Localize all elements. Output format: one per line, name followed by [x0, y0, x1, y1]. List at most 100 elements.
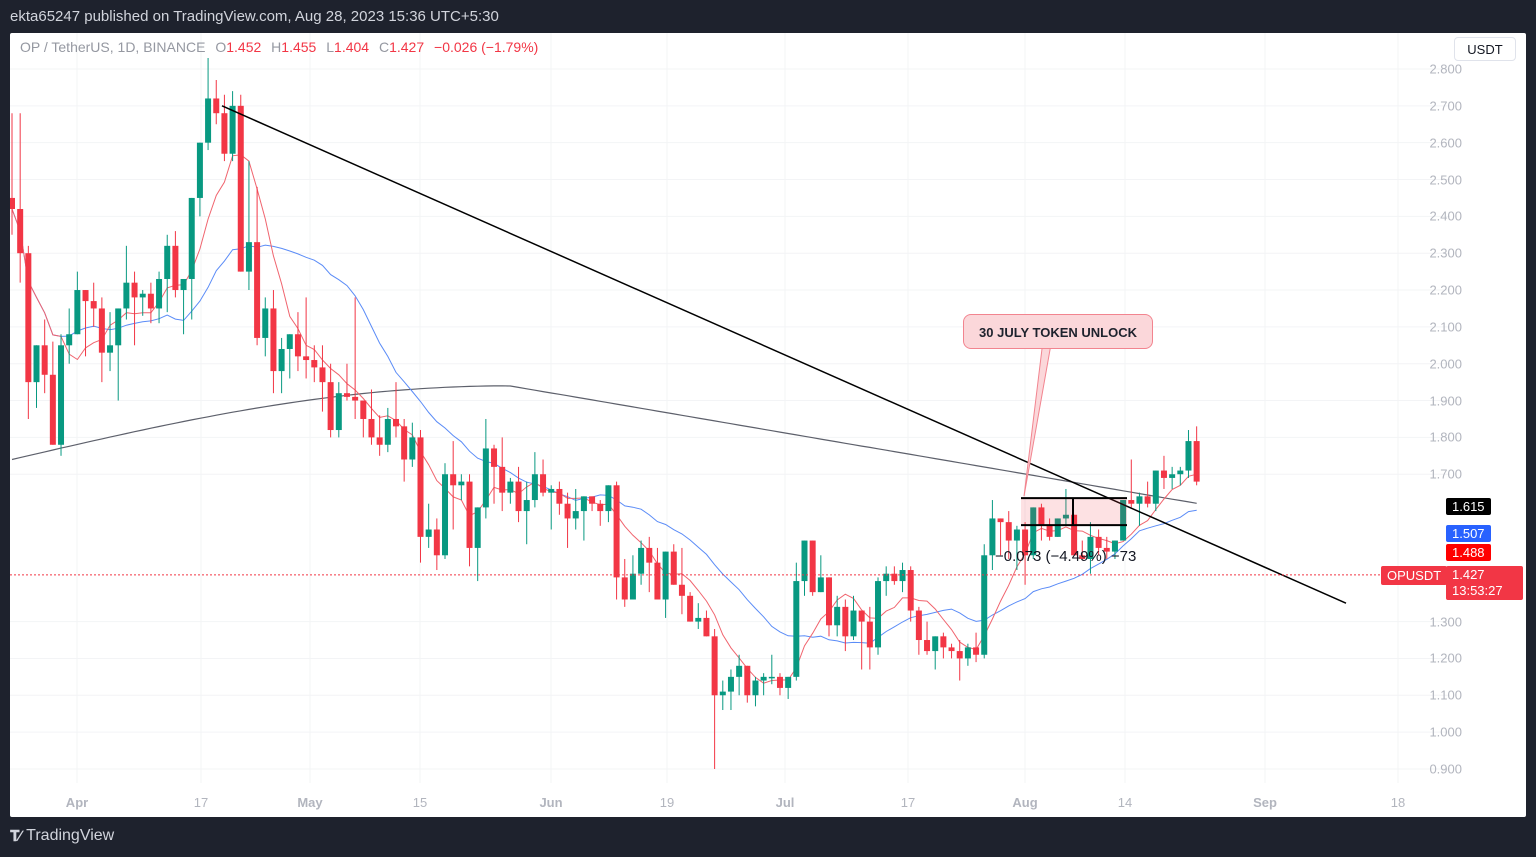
candle-body: [1144, 496, 1151, 504]
candle-body: [883, 573, 890, 582]
time-tick: Jun: [539, 795, 563, 810]
candle-body: [564, 503, 571, 519]
candle-body: [727, 676, 734, 692]
candle-body: [352, 396, 359, 401]
footer-brand[interactable]: 𝐓∕ TradingView: [10, 827, 114, 845]
candle-body: [1152, 470, 1159, 504]
candle-body: [319, 367, 326, 383]
price-tick: 2.800: [1429, 61, 1462, 77]
candlestick-chart[interactable]: [10, 33, 1526, 817]
ma-slow-line: [11, 385, 1197, 504]
candle-body: [670, 551, 677, 585]
candle-body: [907, 570, 914, 611]
currency-button[interactable]: USDT: [1454, 37, 1516, 61]
time-tick: Sep: [1253, 795, 1277, 810]
candle-body: [180, 278, 187, 291]
close-value: 1.427: [389, 39, 425, 55]
candle-body: [940, 636, 947, 648]
price-tick: 1.900: [1429, 393, 1462, 409]
candle-body: [989, 518, 996, 556]
candle-body: [858, 610, 865, 622]
candle-body: [899, 570, 906, 582]
close-label: C: [378, 39, 390, 55]
price-tick: 2.400: [1429, 208, 1462, 224]
candle-body: [58, 345, 65, 445]
symbol-info: OP / TetherUS, 1D, BINANCE: [20, 39, 206, 55]
candle-body: [131, 282, 138, 298]
low-value: 1.404: [334, 39, 370, 55]
token-unlock-callout[interactable]: 30 JULY TOKEN UNLOCK: [963, 314, 1153, 349]
candle-body: [1005, 522, 1012, 541]
candle-body: [948, 647, 955, 652]
candle-body: [482, 448, 489, 508]
candle-body: [597, 503, 604, 512]
candle-body: [589, 496, 596, 504]
candle-body: [1071, 514, 1078, 556]
candle-body: [842, 606, 849, 637]
candle-body: [1046, 525, 1053, 537]
candle-body: [1038, 507, 1045, 526]
candle-body: [776, 676, 783, 688]
candle-body: [997, 518, 1004, 523]
candle-body: [1013, 529, 1020, 541]
candle-body: [744, 665, 751, 696]
open-value: 1.452: [226, 39, 262, 55]
candle-body: [278, 348, 285, 372]
candle-body: [956, 651, 963, 659]
time-tick: 17: [193, 795, 209, 810]
price-tick: 1.000: [1429, 724, 1462, 740]
candle-body: [107, 345, 114, 353]
candle-body: [809, 540, 816, 593]
candle-body: [491, 448, 498, 467]
candle-body: [466, 481, 473, 548]
candle-body: [548, 488, 555, 493]
price-tick: 2.700: [1429, 98, 1462, 114]
candle-body: [924, 640, 931, 652]
candle-body: [1120, 500, 1127, 541]
ma200-price-tag: 1.615: [1446, 498, 1491, 515]
candle-body: [270, 308, 277, 372]
tradingview-logo-icon: 𝐓∕: [10, 827, 21, 845]
candle-body: [1095, 536, 1102, 548]
candle-body: [515, 481, 522, 512]
candle-body: [303, 356, 310, 361]
price-tick: 2.100: [1429, 319, 1462, 335]
time-tick: Jul: [775, 795, 795, 810]
candle-body: [1160, 470, 1167, 478]
candle-body: [605, 485, 612, 512]
time-tick: Aug: [1012, 795, 1038, 810]
candle-body: [621, 577, 628, 600]
candle-body: [875, 581, 882, 648]
high-label: H: [271, 39, 282, 55]
candle-body: [793, 581, 800, 677]
last-price-tag: 1.427 13:53:27: [1446, 566, 1523, 600]
candle-body: [327, 382, 334, 431]
candle-body: [360, 400, 367, 419]
candle-body: [368, 418, 375, 438]
candle-body: [932, 636, 939, 652]
candle-body: [115, 308, 122, 346]
candle-body: [123, 282, 130, 309]
candle-body: [172, 245, 179, 291]
candle-body: [164, 245, 171, 279]
ma50-price-tag: 1.507: [1446, 525, 1491, 542]
low-label: L: [326, 39, 335, 55]
time-tick: 15: [412, 795, 428, 810]
candle-body: [139, 293, 146, 298]
candle-body: [981, 555, 988, 655]
bar-countdown: 13:53:27: [1452, 583, 1503, 598]
chart-panel[interactable]: OP / TetherUS, 1D, BINANCE O1.452 H1.455…: [10, 33, 1526, 817]
price-tick: 1.700: [1429, 466, 1462, 482]
candle-body: [1062, 514, 1069, 519]
candle-body: [1111, 540, 1118, 552]
candle-body: [531, 474, 538, 501]
candle-body: [392, 418, 399, 427]
candle-body: [401, 426, 408, 460]
candle-body: [695, 617, 702, 622]
trendline: [221, 105, 1347, 604]
open-label: O: [215, 39, 227, 55]
candle-body: [409, 437, 416, 460]
candle-body: [678, 584, 685, 596]
candle-body: [687, 595, 694, 622]
candle-body: [499, 466, 506, 493]
